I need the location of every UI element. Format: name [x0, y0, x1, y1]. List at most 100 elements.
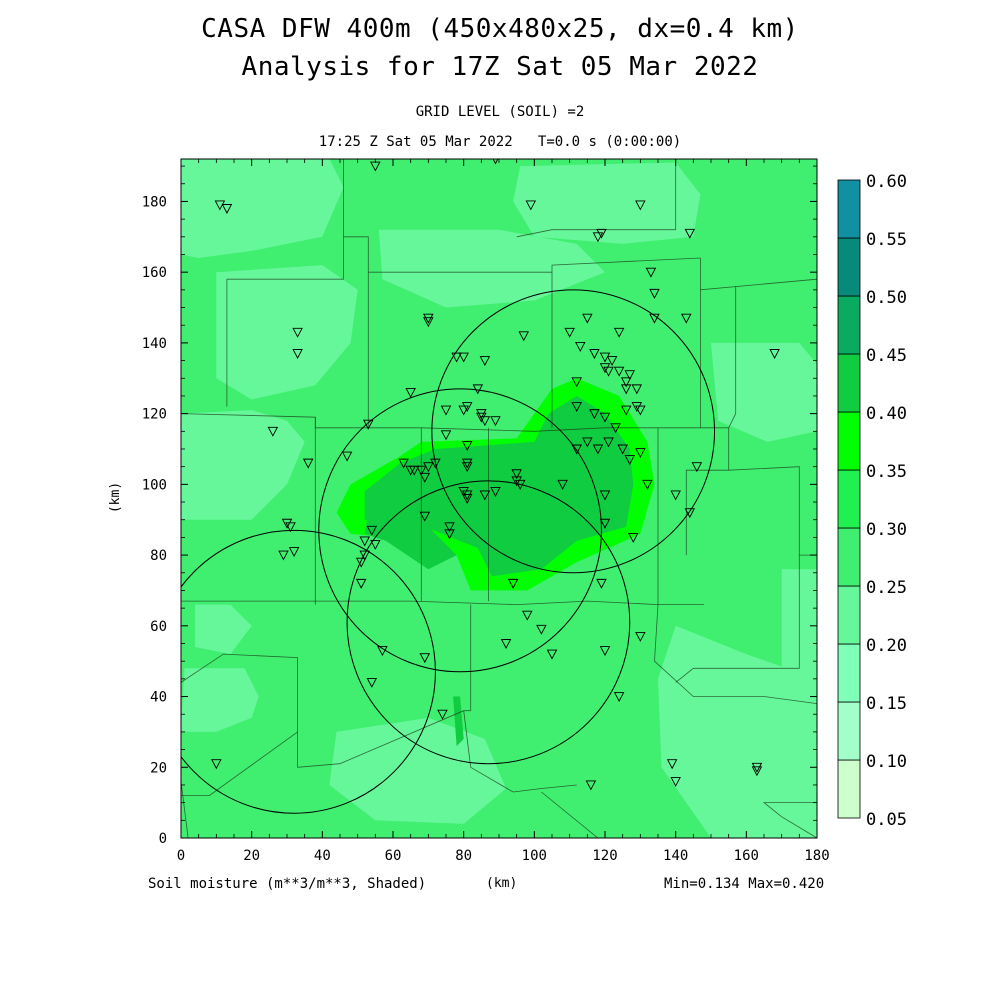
station-marker-82	[458, 486, 469, 497]
x-tick-label-120: 120	[592, 848, 617, 864]
station-marker-46	[631, 402, 643, 413]
x-tick-label-0: 0	[177, 848, 185, 864]
station-marker-25	[603, 366, 614, 377]
station-marker-92	[366, 525, 378, 536]
field-region-14	[364, 512, 457, 570]
colorbar-swatch-6	[837, 411, 861, 471]
colorbar-label-1: 0.10	[866, 752, 907, 772]
y-tick-label-40: 40	[150, 690, 167, 706]
station-marker-9	[645, 267, 657, 278]
station-marker-35	[451, 352, 462, 363]
station-marker-37	[472, 384, 484, 395]
station-marker-116	[437, 709, 448, 720]
station-marker-105	[507, 578, 519, 589]
colorbar: 0.05 0.10 0.15 0.20 0.25 0.30 0.35 0.40 0.45 0.50…	[837, 172, 907, 830]
station-marker-88	[691, 462, 703, 473]
colorbar-label-2: 0.15	[866, 694, 907, 714]
colorbar-swatch-8	[837, 295, 861, 355]
station-marker-24	[606, 356, 618, 367]
y-tick-label-140: 140	[142, 336, 167, 352]
station-marker-108	[500, 639, 512, 649]
station-marker-78	[557, 479, 568, 490]
station-marker-41	[461, 402, 473, 413]
x-tick-label-160: 160	[734, 848, 759, 864]
station-marker-89	[419, 511, 431, 522]
y-tick-label-60: 60	[150, 619, 167, 635]
radar-range-rings	[181, 289, 716, 814]
station-marker-17	[423, 313, 434, 324]
station-marker-77	[511, 476, 522, 487]
station-markers	[211, 159, 780, 791]
station-marker-100	[278, 550, 289, 561]
chart-subtitle-grid-level: GRID LEVEL (SOIL) =2	[415, 104, 585, 120]
station-marker-51	[599, 412, 611, 423]
station-marker-13	[613, 327, 625, 338]
colorbar-swatch-10	[837, 179, 861, 239]
colorbar-swatch-3	[837, 585, 861, 645]
station-marker-83	[461, 494, 473, 504]
station-marker-104	[596, 578, 607, 589]
station-marker-21	[769, 349, 780, 359]
county-line-6	[654, 427, 817, 704]
station-marker-43	[479, 416, 491, 427]
station-marker-67	[416, 465, 427, 476]
station-marker-56	[592, 444, 604, 455]
chart-title-analysis: Analysis for 17Z Sat 05 Mar 2022	[241, 52, 759, 82]
station-marker-53	[603, 437, 614, 448]
county-line-8	[675, 555, 800, 683]
station-marker-7	[635, 200, 646, 211]
field-region-3	[378, 229, 605, 308]
station-marker-66	[408, 465, 420, 476]
station-marker-87	[684, 508, 696, 519]
station-marker-31	[575, 341, 586, 352]
county-line-16	[541, 791, 599, 838]
colorbar-label-10: 0.55	[866, 230, 907, 250]
station-marker-33	[620, 384, 632, 395]
station-marker-32	[599, 363, 611, 374]
x-tick-label-60: 60	[385, 848, 402, 864]
station-marker-36	[479, 356, 491, 367]
station-marker-102	[599, 518, 611, 529]
station-marker-40	[458, 405, 469, 416]
station-marker-91	[444, 529, 455, 540]
station-marker-52	[610, 423, 621, 434]
station-marker-90	[444, 522, 455, 533]
station-marker-74	[461, 462, 473, 473]
station-marker-120	[670, 776, 681, 787]
plot-axes: 0 20 40 60 80 100 120 140 160 180 0 20 40 60 80 100 120 1…	[142, 158, 830, 864]
y-tick-label-0: 0	[159, 831, 167, 847]
field-region-13	[453, 696, 464, 747]
station-marker-112	[613, 692, 625, 703]
y-tick-label-100: 100	[142, 477, 167, 493]
x-tick-label-180: 180	[804, 848, 829, 864]
field-region-2	[216, 265, 358, 400]
field-region-8	[329, 717, 507, 824]
station-marker-34	[458, 352, 469, 363]
station-marker-73	[461, 458, 473, 469]
station-marker-76	[514, 479, 526, 490]
x-tick-label-140: 140	[663, 848, 688, 864]
station-marker-86	[670, 490, 681, 501]
radar-ring-3	[431, 289, 716, 574]
variable-caption: Soil moisture (m**3/m**3, Shaded)	[148, 876, 427, 892]
chart-title: CASA DFW 400m (450x480x25, dx=0.4 km)	[201, 14, 799, 44]
radar-ring-2	[346, 480, 631, 765]
y-tick-label-80: 80	[150, 548, 167, 564]
station-marker-58	[624, 455, 635, 466]
station-marker-63	[341, 451, 353, 462]
colorbar-swatch-2	[837, 643, 861, 703]
county-line-7	[728, 466, 817, 556]
station-marker-55	[571, 444, 582, 455]
colorbar-label-8: 0.45	[866, 346, 907, 366]
county-line-9	[181, 653, 299, 732]
colorbar-swatch-4	[837, 527, 861, 587]
colorbar-swatch-7	[837, 353, 861, 413]
x-tick-label-40: 40	[314, 848, 331, 864]
station-marker-11	[649, 313, 660, 324]
station-marker-95	[359, 550, 370, 561]
station-marker-44	[476, 412, 487, 423]
y-tick-label-180: 180	[142, 194, 167, 210]
y-tick-label-20: 20	[150, 760, 167, 776]
station-marker-118	[585, 780, 597, 791]
county-line-11	[297, 710, 471, 768]
